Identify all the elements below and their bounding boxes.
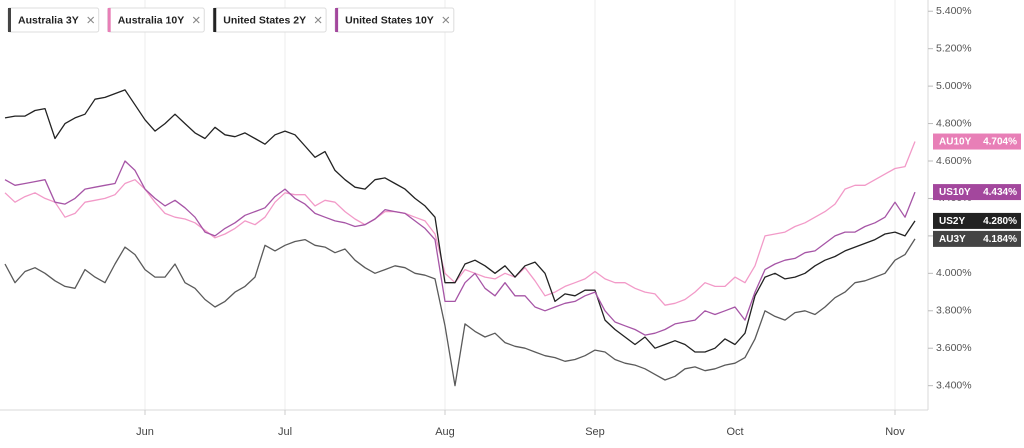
badge-name: US10Y: [939, 187, 971, 198]
badge-name: AU10Y: [939, 137, 972, 148]
legend-item[interactable]: United States 2Y: [212, 7, 327, 33]
legend-close[interactable]: [87, 16, 95, 24]
axis: 3.400%3.600%3.800%4.000%4.200%4.400%4.60…: [136, 5, 972, 438]
x-tick-label: Jul: [278, 426, 292, 438]
x-tick-label: Sep: [585, 426, 605, 438]
series-line: [4, 89, 916, 353]
lines: [4, 89, 916, 387]
value-badge: [933, 184, 1021, 201]
legend-label: Australia 10Y: [118, 14, 185, 26]
series-line: [4, 141, 916, 306]
badge-value: 4.434%: [983, 187, 1017, 198]
x-tick-label: Nov: [885, 426, 905, 438]
legend-label: United States 10Y: [345, 14, 434, 26]
legend-swatch: [8, 8, 11, 32]
badges: AU3Y 4.184% AU10Y 4.704% US2Y 4.280% US10Y 4.43…: [933, 133, 1021, 247]
y-tick-label: 3.400%: [936, 379, 972, 391]
badge-value: 4.280%: [983, 216, 1017, 227]
badge-value: 4.184%: [983, 234, 1017, 245]
value-badge: [933, 133, 1021, 150]
series-line: [4, 160, 916, 336]
x-tick-label: Jun: [136, 426, 154, 438]
y-tick-label: 4.800%: [936, 117, 972, 129]
y-tick-label: 5.000%: [936, 80, 972, 92]
legend-label: Australia 3Y: [18, 14, 79, 26]
y-tick-label: 4.600%: [936, 155, 972, 167]
legend-swatch: [335, 8, 339, 32]
x-tick-label: Oct: [726, 426, 743, 438]
y-tick-label: 4.000%: [936, 267, 972, 279]
legend-swatch: [107, 8, 111, 32]
x-tick-label: Aug: [435, 426, 455, 438]
legend-swatch: [213, 8, 217, 32]
legend: Australia 3Y Australia 10Y United States 2…: [7, 7, 455, 33]
legend-item[interactable]: Australia 10Y: [107, 7, 205, 33]
legend-item[interactable]: Australia 3Y: [7, 7, 100, 33]
y-tick-label: 3.800%: [936, 305, 972, 317]
series-line: [4, 238, 916, 387]
y-tick-label: 5.200%: [936, 42, 972, 54]
legend-item[interactable]: United States 10Y: [334, 7, 455, 33]
y-tick-label: 3.600%: [936, 342, 972, 354]
value-badge: [933, 230, 1021, 247]
legend-label: United States 2Y: [223, 14, 306, 26]
legend-close[interactable]: [314, 16, 322, 24]
legend-close[interactable]: [192, 16, 200, 24]
badge-name: US2Y: [939, 216, 965, 227]
y-tick-label: 5.400%: [936, 5, 972, 17]
legend-close[interactable]: [442, 16, 450, 24]
badge-name: AU3Y: [939, 234, 966, 245]
badge-value: 4.704%: [983, 137, 1017, 148]
grid: [144, 0, 896, 410]
value-badge: [933, 212, 1021, 229]
